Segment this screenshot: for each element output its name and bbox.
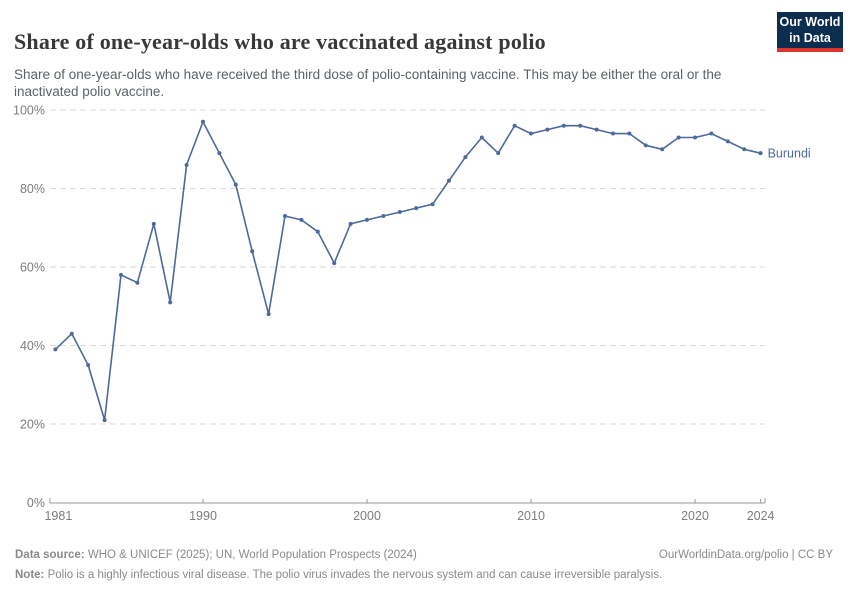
data-point[interactable] [709, 131, 714, 136]
data-point[interactable] [414, 206, 419, 211]
x-axis-tick-label: 2000 [353, 509, 381, 523]
data-point[interactable] [86, 363, 91, 368]
data-point[interactable] [463, 155, 468, 160]
owid-logo[interactable]: Our World in Data [777, 12, 843, 52]
chart-footer: Data source: WHO & UNICEF (2025); UN, Wo… [15, 545, 833, 585]
data-point[interactable] [184, 162, 189, 167]
data-point[interactable] [660, 147, 665, 152]
burundi-line[interactable] [54, 121, 762, 421]
data-source-label: Data source: [15, 549, 85, 561]
data-point[interactable] [676, 135, 681, 140]
data-source-text: Data source: WHO & UNICEF (2025); UN, Wo… [15, 545, 417, 565]
data-point[interactable] [381, 213, 386, 218]
y-axis-tick-label: 80% [20, 182, 45, 196]
chart-subtitle: Share of one-year-olds who have received… [14, 66, 722, 100]
y-axis-tick-label: 40% [20, 339, 45, 353]
y-axis-tick-label: 60% [20, 261, 45, 275]
data-point[interactable] [643, 143, 648, 148]
data-point[interactable] [430, 202, 435, 207]
data-point[interactable] [725, 139, 730, 144]
license-link[interactable]: OurWorldinData.org/polio | CC BY [658, 549, 833, 561]
data-point[interactable] [545, 127, 550, 132]
data-point[interactable] [578, 123, 583, 128]
data-point[interactable] [496, 151, 501, 156]
data-point[interactable] [561, 123, 566, 128]
data-point[interactable] [348, 221, 353, 226]
data-point[interactable] [315, 229, 320, 234]
owid-logo-line2: in Data [789, 31, 831, 45]
data-point[interactable] [479, 135, 484, 140]
data-point[interactable] [627, 131, 632, 136]
y-axis-tick-label: 100% [13, 104, 45, 118]
data-point[interactable] [365, 217, 369, 222]
data-point[interactable] [69, 331, 74, 336]
data-point[interactable] [397, 210, 402, 215]
data-point[interactable] [102, 418, 107, 423]
data-point[interactable] [283, 213, 287, 218]
x-axis-tick-label: 2024 [747, 509, 775, 523]
y-axis-tick-label: 20% [20, 418, 45, 432]
data-point[interactable] [529, 131, 533, 136]
note-label: Note: [15, 569, 45, 581]
data-source-value: WHO & UNICEF (2025); UN, World Populatio… [84, 549, 417, 561]
data-point[interactable] [299, 217, 304, 222]
y-axis-tick-label: 0% [27, 496, 45, 510]
data-point[interactable] [742, 147, 747, 152]
data-point[interactable] [594, 127, 599, 132]
data-point[interactable] [151, 221, 156, 226]
data-point[interactable] [217, 151, 222, 156]
data-point[interactable] [512, 123, 517, 128]
x-axis-tick-label: 1981 [44, 509, 72, 523]
owid-logo-line1: Our World [779, 15, 841, 29]
data-point[interactable] [266, 312, 271, 317]
data-point[interactable] [135, 280, 140, 285]
x-axis-tick-label: 1990 [189, 509, 217, 523]
data-point[interactable] [201, 119, 205, 124]
data-point[interactable] [119, 272, 123, 277]
page-title: Share of one-year-olds who are vaccinate… [14, 28, 546, 54]
data-point[interactable] [332, 261, 337, 266]
note-value: Polio is a highly infectious viral disea… [44, 569, 663, 581]
data-point[interactable] [233, 182, 238, 187]
data-point[interactable] [168, 300, 173, 305]
data-point[interactable] [250, 249, 255, 254]
series-label-burundi[interactable]: Burundi [768, 147, 811, 161]
x-axis-tick-label: 2010 [517, 509, 545, 523]
data-point[interactable] [611, 131, 615, 136]
x-axis-tick-label: 2020 [681, 509, 709, 523]
data-point[interactable] [447, 178, 451, 183]
data-point[interactable] [758, 151, 763, 156]
data-point[interactable] [693, 135, 697, 140]
data-point[interactable] [53, 347, 58, 352]
